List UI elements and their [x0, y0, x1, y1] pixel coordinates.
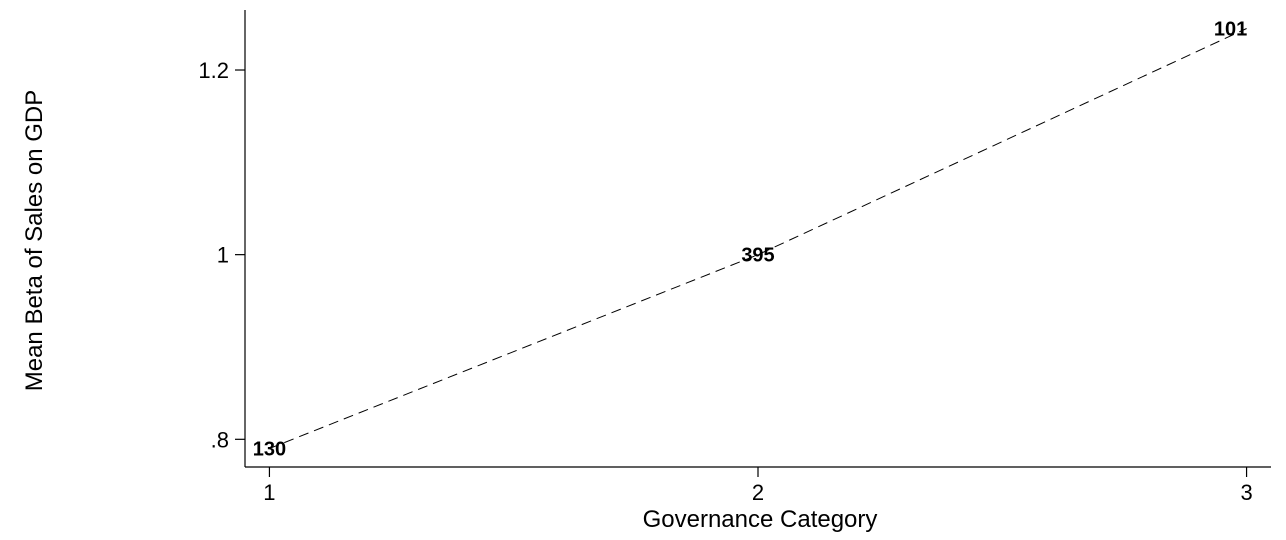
x-tick-label: 1: [263, 480, 275, 505]
point-label: 395: [741, 245, 774, 267]
y-ticks: .8 1 1.2: [198, 58, 245, 452]
y-tick-label: 1: [217, 243, 229, 268]
point-label: 101: [1214, 18, 1247, 40]
axes: [244, 10, 1271, 468]
x-tick-label: 3: [1240, 480, 1252, 505]
series: [269, 28, 1247, 449]
y-tick-label: .8: [211, 427, 229, 452]
x-ticks: 1 2 3: [263, 467, 1253, 505]
y-axis-title: Mean Beta of Sales on GDP: [21, 90, 48, 392]
point-label: 130: [253, 439, 286, 461]
series-line: [269, 28, 1247, 449]
point-labels: 130 395 101: [253, 18, 1248, 460]
x-axis-title: Governance Category: [643, 506, 878, 533]
x-tick-label: 2: [752, 480, 764, 505]
y-tick-label: 1.2: [198, 58, 229, 83]
